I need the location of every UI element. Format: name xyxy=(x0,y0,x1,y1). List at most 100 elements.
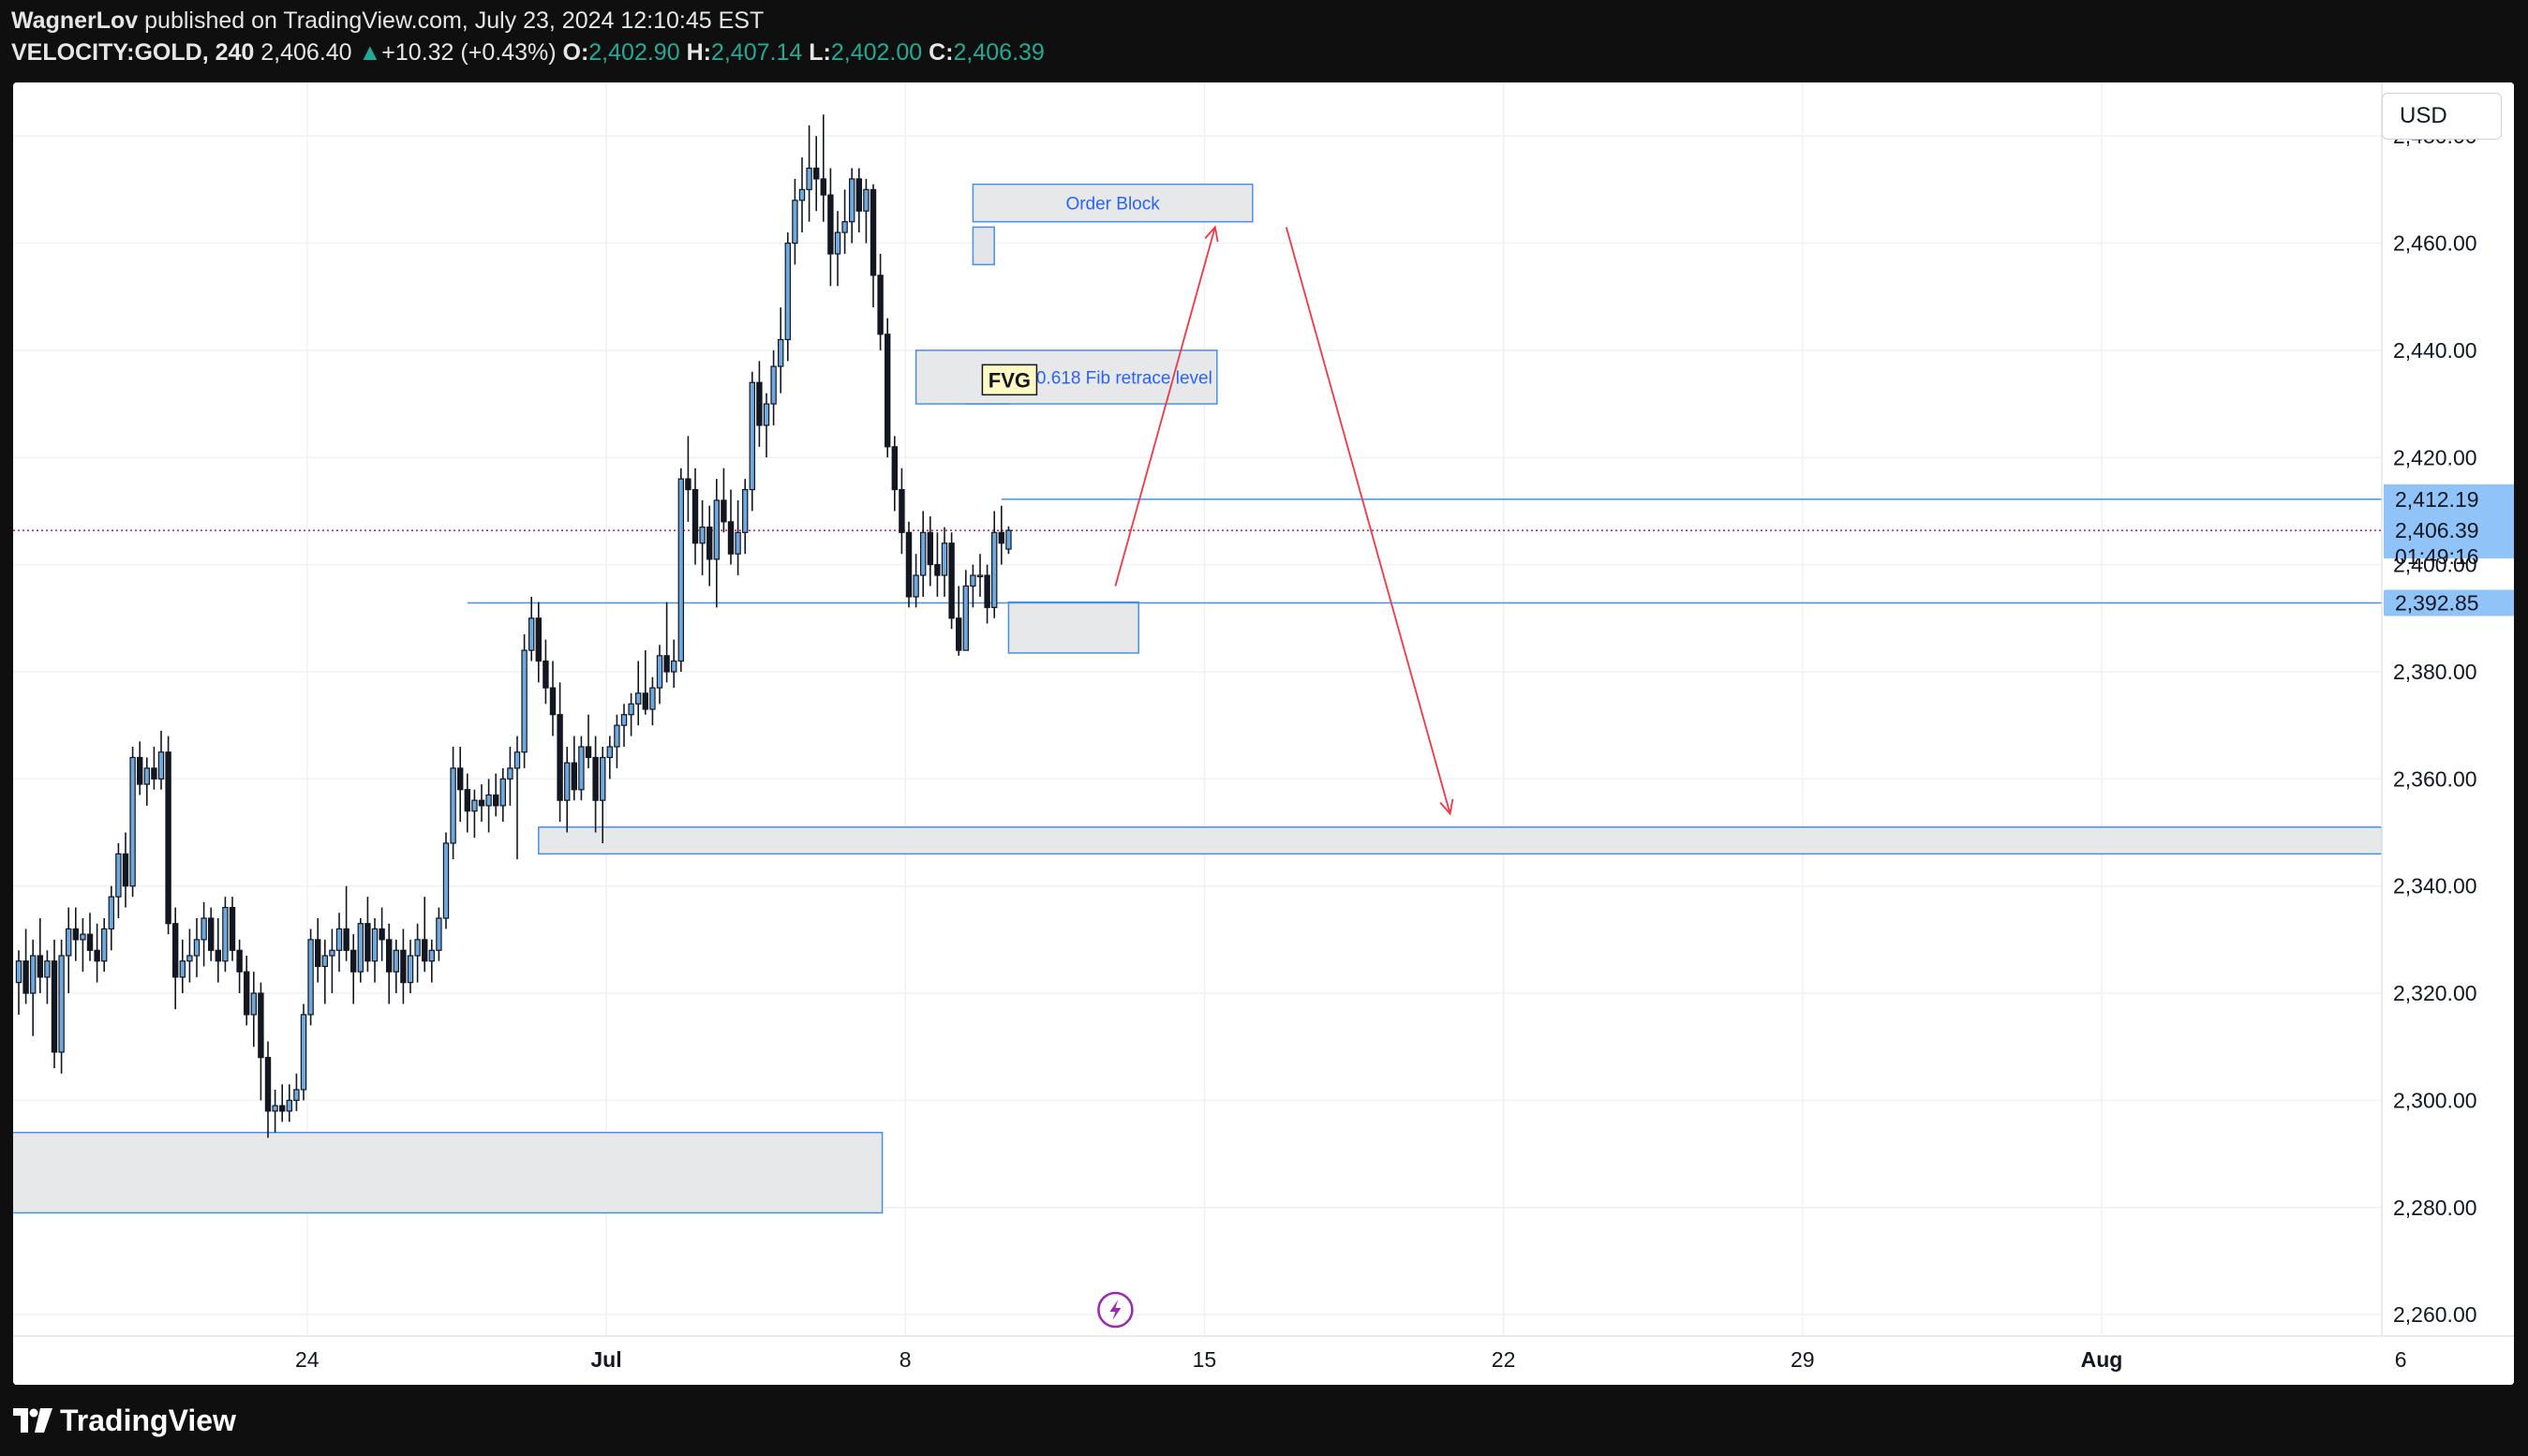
candle[interactable] xyxy=(100,918,108,973)
candle[interactable] xyxy=(820,114,827,222)
candle[interactable] xyxy=(272,1089,278,1133)
candle[interactable] xyxy=(913,554,919,608)
candle[interactable] xyxy=(436,907,442,961)
candle[interactable] xyxy=(386,923,393,1004)
candle[interactable] xyxy=(350,934,357,1004)
candle[interactable] xyxy=(286,1084,293,1122)
candle[interactable] xyxy=(599,747,606,843)
candle[interactable] xyxy=(585,714,592,768)
candle[interactable] xyxy=(691,468,699,565)
candle[interactable] xyxy=(677,468,685,672)
candle[interactable] xyxy=(22,929,29,1004)
candle[interactable] xyxy=(955,586,962,656)
currency-selector[interactable]: USD xyxy=(2382,93,2502,140)
candle[interactable] xyxy=(891,436,899,512)
candle[interactable] xyxy=(798,157,806,233)
candle[interactable] xyxy=(115,842,122,918)
candle[interactable] xyxy=(628,692,634,736)
candle[interactable] xyxy=(229,897,236,961)
candle[interactable] xyxy=(129,747,136,898)
candle[interactable] xyxy=(264,1041,272,1138)
candle[interactable] xyxy=(94,923,100,983)
candle[interactable] xyxy=(172,907,179,1010)
candle[interactable] xyxy=(905,521,913,608)
candle[interactable] xyxy=(642,650,649,715)
candle[interactable] xyxy=(179,939,186,994)
candle[interactable] xyxy=(222,897,229,973)
lightning-icon[interactable] xyxy=(1097,1291,1134,1329)
candle[interactable] xyxy=(656,645,663,705)
candle[interactable] xyxy=(521,633,528,768)
candle[interactable] xyxy=(422,897,428,973)
up-arrow[interactable] xyxy=(1114,225,1219,587)
candle[interactable] xyxy=(685,436,691,522)
candle[interactable] xyxy=(193,918,201,977)
candle[interactable] xyxy=(948,532,955,630)
candle[interactable] xyxy=(44,950,51,1004)
candle[interactable] xyxy=(884,318,891,458)
candle[interactable] xyxy=(329,929,335,994)
candle[interactable] xyxy=(877,253,884,350)
candle[interactable] xyxy=(236,939,243,994)
candle[interactable] xyxy=(201,901,207,967)
candle[interactable] xyxy=(614,714,620,768)
candle[interactable] xyxy=(970,564,976,608)
candle[interactable] xyxy=(998,505,1004,565)
candle[interactable] xyxy=(934,532,941,597)
candle[interactable] xyxy=(300,1003,307,1101)
candle[interactable] xyxy=(30,939,37,1036)
candle[interactable] xyxy=(335,913,343,973)
candle[interactable] xyxy=(379,907,385,961)
candle[interactable] xyxy=(620,704,628,748)
candle[interactable] xyxy=(215,918,221,983)
annotation-zone[interactable] xyxy=(13,1131,884,1214)
candle[interactable] xyxy=(108,885,114,951)
candle[interactable] xyxy=(870,184,877,308)
candle[interactable] xyxy=(244,956,250,1026)
brand-logo[interactable]: TradingView xyxy=(13,1402,236,1439)
candle[interactable] xyxy=(492,773,499,817)
candle[interactable] xyxy=(137,741,143,795)
candle[interactable] xyxy=(186,929,193,983)
candle[interactable] xyxy=(834,211,841,287)
candle[interactable] xyxy=(735,500,741,576)
candle[interactable] xyxy=(706,505,713,587)
candle[interactable] xyxy=(357,918,364,983)
candle[interactable] xyxy=(478,784,485,823)
candle[interactable] xyxy=(321,939,329,1004)
candle[interactable] xyxy=(442,832,450,929)
candle[interactable] xyxy=(457,747,464,823)
candle[interactable] xyxy=(827,168,834,287)
candle[interactable] xyxy=(86,913,94,961)
candle[interactable] xyxy=(741,479,749,555)
candle[interactable] xyxy=(927,516,934,587)
candle[interactable] xyxy=(72,907,79,961)
candle[interactable] xyxy=(51,939,58,1069)
candle[interactable] xyxy=(371,918,379,983)
candle[interactable] xyxy=(962,570,970,651)
candle[interactable] xyxy=(727,489,735,565)
candle[interactable] xyxy=(528,596,535,661)
candle[interactable] xyxy=(80,918,86,973)
time-axis[interactable]: 24Jul8152229Aug612 xyxy=(13,1335,2514,1385)
candle[interactable] xyxy=(535,602,543,683)
candle[interactable] xyxy=(578,735,585,801)
candle[interactable] xyxy=(37,918,44,994)
candle[interactable] xyxy=(899,468,905,555)
candle[interactable] xyxy=(557,682,563,823)
annotation-zone[interactable] xyxy=(1007,601,1139,654)
candle[interactable] xyxy=(919,511,927,597)
candle[interactable] xyxy=(863,178,870,244)
candle[interactable] xyxy=(464,773,471,833)
candle[interactable] xyxy=(784,232,792,362)
candle[interactable] xyxy=(571,735,578,801)
candle[interactable] xyxy=(841,189,848,254)
annotation-zone[interactable] xyxy=(538,826,2383,855)
candle[interactable] xyxy=(976,554,984,597)
candle[interactable] xyxy=(990,511,998,618)
candle[interactable] xyxy=(756,361,763,447)
candle[interactable] xyxy=(15,950,22,1015)
candle[interactable] xyxy=(279,1084,286,1122)
candle[interactable] xyxy=(634,661,642,726)
candle[interactable] xyxy=(507,747,513,806)
